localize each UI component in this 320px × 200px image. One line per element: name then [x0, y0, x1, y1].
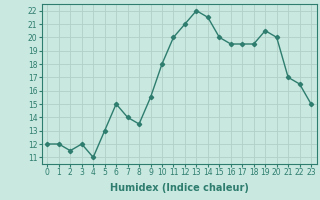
X-axis label: Humidex (Indice chaleur): Humidex (Indice chaleur) [110, 183, 249, 193]
